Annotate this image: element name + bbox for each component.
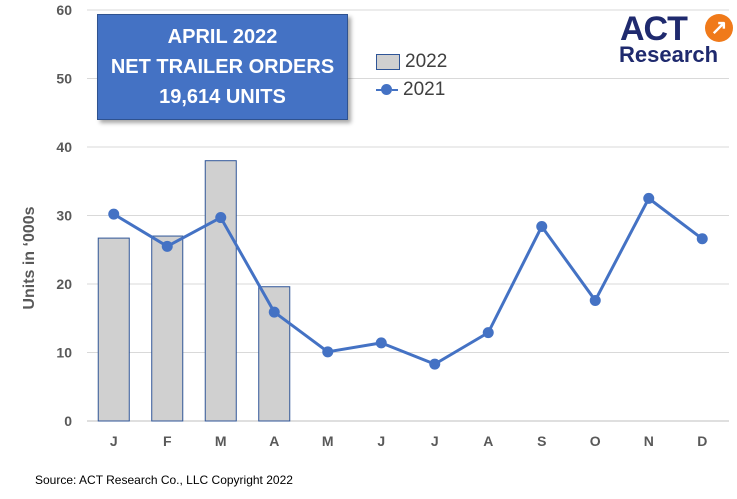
title-line-2: NET TRAILER ORDERS [110, 56, 335, 78]
title-line-3: 19,614 UNITS [159, 86, 286, 108]
point-2021-9 [589, 294, 601, 306]
series-line-2021 [112, 196, 704, 366]
x-tick-label: F [163, 433, 172, 449]
y-tick-label: 0 [64, 413, 72, 429]
y-tick-label: 10 [56, 345, 72, 361]
y-tick-label: 50 [56, 71, 72, 87]
bar-2022-J [97, 237, 130, 422]
point-2021-4 [322, 346, 334, 358]
y-tick-label: 60 [56, 2, 72, 18]
legend-line-swatch [376, 83, 398, 97]
x-tick-label: A [483, 433, 493, 449]
title-box: APRIL 2022 NET TRAILER ORDERS 19,614 UNI… [97, 14, 348, 120]
x-tick-label: M [322, 433, 334, 449]
title-line-1: APRIL 2022 [167, 26, 278, 48]
x-tick-label: D [697, 433, 707, 449]
y-tick-label: 20 [56, 276, 72, 292]
x-tick-label: M [215, 433, 227, 449]
x-tick-label: J [377, 433, 385, 449]
point-2021-1 [161, 240, 173, 252]
x-tick-label: A [269, 433, 279, 449]
point-2021-2 [215, 212, 227, 224]
x-tick-label: J [110, 433, 118, 449]
act-research-logo: ACT ↗ Research [617, 10, 735, 68]
point-2021-7 [482, 327, 494, 339]
bars-2022 [97, 160, 291, 422]
y-axis-label: Units in ‘000s [21, 206, 38, 309]
y-tick-label: 30 [56, 208, 72, 224]
logo-act-text: ACT [620, 10, 688, 48]
point-2021-11 [696, 233, 708, 245]
point-2021-8 [536, 220, 548, 232]
legend-bar-swatch [376, 54, 400, 70]
x-tick-label: S [537, 433, 546, 449]
bar-2022-F [151, 235, 184, 422]
point-2021-6 [429, 358, 441, 370]
legend-label-2021: 2021 [403, 79, 446, 100]
y-tick-label: 40 [56, 139, 72, 155]
legend-item-2022: 2022 [376, 48, 447, 76]
point-2021-3 [268, 306, 280, 318]
line-2021 [108, 192, 708, 370]
legend-item-2021: 2021 [376, 76, 447, 104]
point-2021-5 [375, 337, 387, 349]
x-tick-label: O [590, 433, 601, 449]
x-tick-label: J [431, 433, 439, 449]
arrow-up-right-icon: ↗ [705, 14, 733, 42]
point-2021-0 [108, 208, 120, 220]
point-2021-10 [643, 192, 655, 204]
x-tick-label: N [644, 433, 654, 449]
y-tick-labels: 0 10 20 30 40 50 60 [56, 2, 72, 429]
bar-2022-M [204, 160, 237, 422]
logo-research-text: Research [619, 42, 719, 67]
legend-label-2022: 2022 [405, 51, 448, 72]
source-note: Source: ACT Research Co., LLC Copyright … [35, 473, 293, 487]
legend: 2022 2021 [376, 48, 447, 104]
